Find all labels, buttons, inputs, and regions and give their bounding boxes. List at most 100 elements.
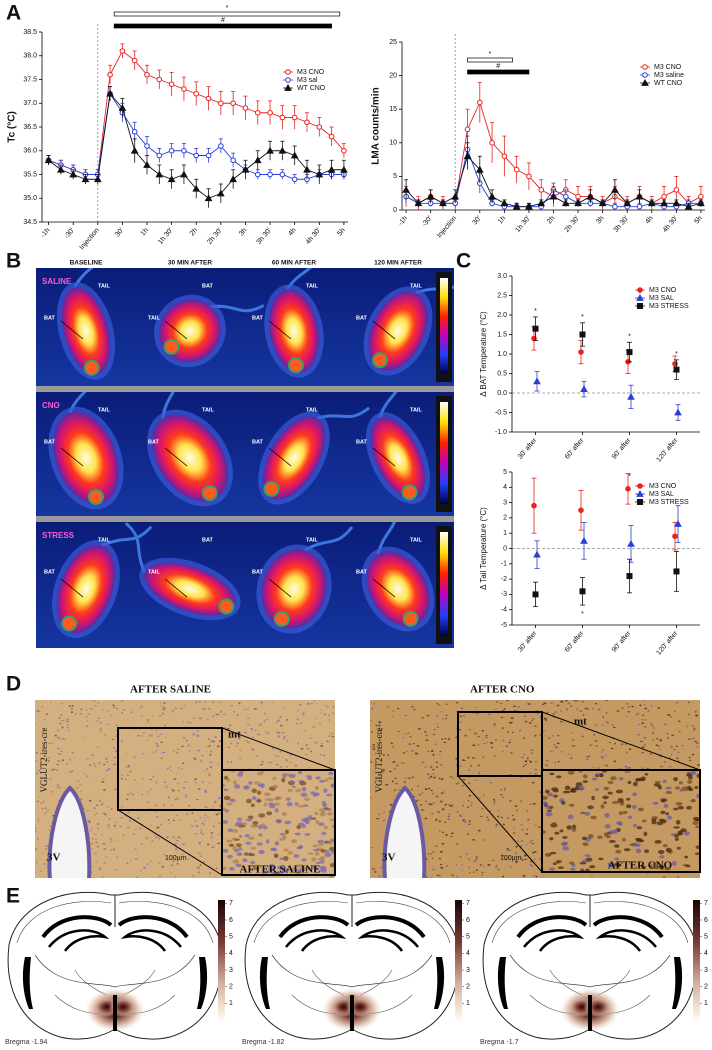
cell [112,848,116,851]
body [366,551,430,627]
cell [198,871,201,874]
cell [51,742,54,745]
thermal-label: TAIL [98,283,110,289]
cell [170,872,173,874]
cell [206,746,210,748]
significance-bar [467,57,513,63]
cell [463,759,466,761]
cell [196,798,199,801]
data-point [278,146,287,154]
y-tick-label: -4 [501,607,507,614]
cell [569,705,572,708]
panel-letter: B [6,250,21,273]
panel-letter: D [6,673,21,696]
cell [546,711,549,714]
cell [595,745,599,747]
thermal-animal [365,392,431,504]
cell [569,803,575,807]
cell [175,814,178,816]
cell [654,840,662,844]
cell [218,740,222,742]
cell [324,704,328,706]
thermal-label: BAT [148,439,160,445]
cell [555,775,562,779]
cell [298,822,305,826]
data-point [168,81,175,88]
cell [296,824,302,830]
cell [667,713,671,716]
cell [543,702,547,705]
thermal-colorbar [440,402,448,504]
cell [327,714,331,717]
cell [586,708,589,710]
cell [600,804,605,809]
cell [303,797,311,801]
cell [373,702,376,705]
cell [68,729,71,732]
cell [115,735,118,738]
legend-label: M3 saline [654,72,684,79]
cell [50,768,53,771]
colorbar-label: 5 [704,934,708,941]
data-point [532,325,539,332]
cell [475,858,479,860]
cell [652,865,658,870]
cell [431,857,434,859]
cell [94,852,97,855]
cell [150,735,153,737]
cell [171,709,174,712]
cell [268,867,274,872]
cell [327,812,333,816]
cell [687,713,690,716]
cell [189,750,191,752]
cell [306,703,310,705]
cell [98,729,103,732]
cell [607,791,613,795]
cell [610,776,617,781]
cell [616,710,620,712]
cell [552,822,557,826]
cell [530,839,534,842]
cell [398,731,400,733]
cell [201,708,204,710]
cell [651,820,657,825]
cell [266,718,269,721]
cell [296,722,299,725]
cell [427,777,431,779]
data-point [267,109,273,116]
cell [615,789,624,794]
cell [308,814,312,819]
cell [58,737,61,740]
cell [427,750,430,753]
cell [268,798,275,802]
cell [202,861,205,863]
cell [198,843,201,845]
cell [222,848,229,853]
cell [524,760,528,763]
cell [303,866,310,871]
cell [318,808,326,812]
cell [319,856,326,860]
cell [243,785,250,790]
cell [174,843,177,845]
cell [228,724,232,727]
cell [644,849,650,854]
cell [97,762,101,764]
cell [126,798,129,801]
data-point [144,143,150,149]
cell [285,797,291,801]
cell [158,862,161,864]
cell [282,737,286,740]
cell [116,856,118,859]
cell [496,701,499,703]
cell [198,701,201,703]
cell [501,727,505,730]
cell [582,774,588,779]
cell [626,797,631,801]
cell [130,859,133,861]
x-tick-label: 3h [238,227,248,238]
cell [513,818,516,820]
thermal-animal [256,526,354,634]
y-tick-label: 4 [503,484,507,491]
cell [529,863,532,866]
